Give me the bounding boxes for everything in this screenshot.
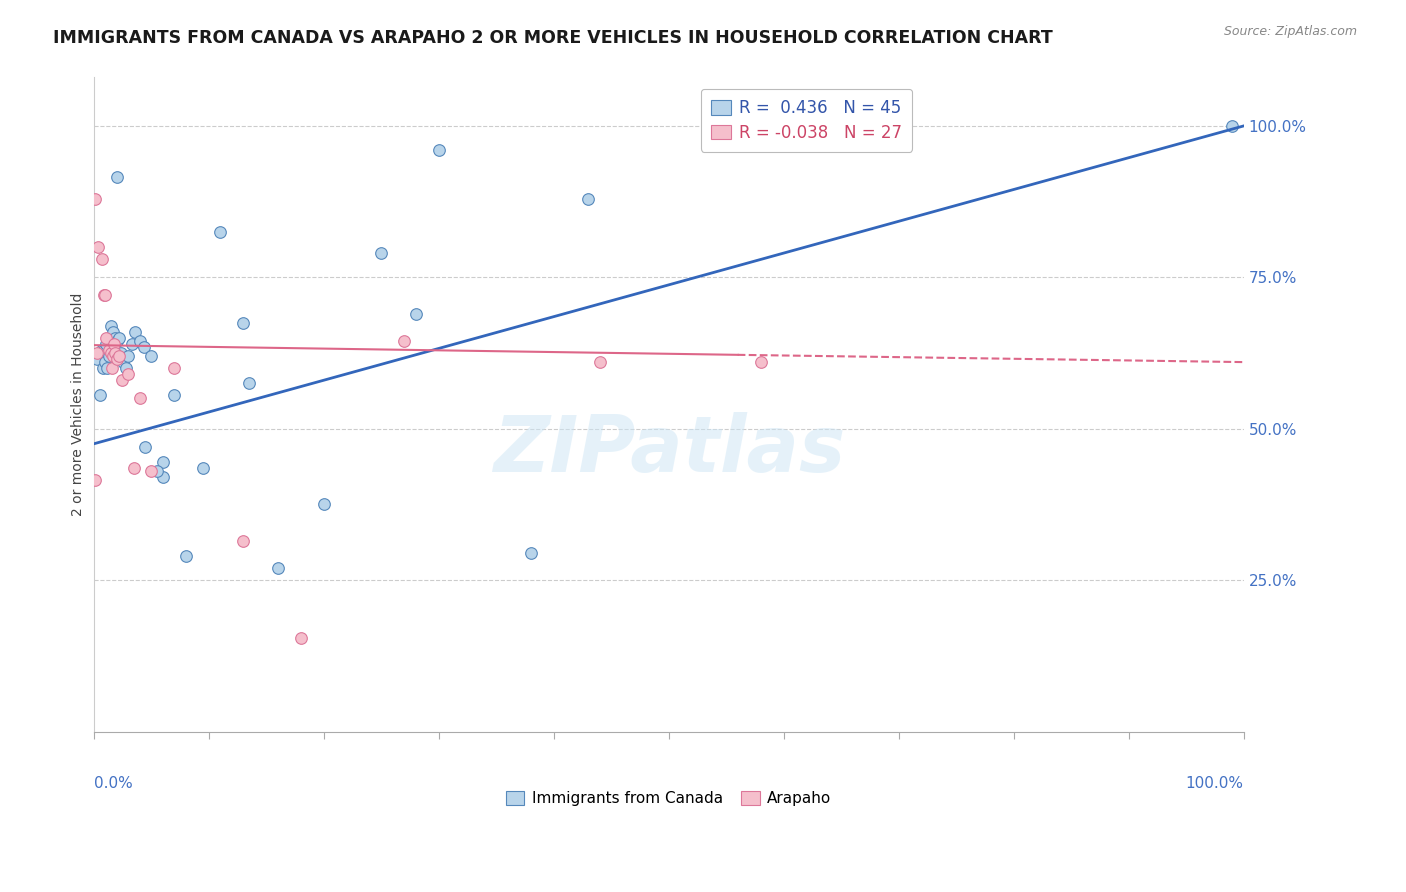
Point [749,355,772,369]
Point [94,355,117,369]
Point [101,349,124,363]
Text: IMMIGRANTS FROM CANADA VS ARAPAHO 2 OR MORE VEHICLES IN HOUSEHOLD CORRELATION CH: IMMIGRANTS FROM CANADA VS ARAPAHO 2 OR M… [53,29,1053,46]
Point [134,440,156,454]
Point [405,307,427,321]
Point [103,343,125,357]
Point [152,455,174,469]
Point [108,331,131,345]
Point [163,361,186,376]
Point [90,343,112,357]
Point [100,346,122,360]
Point [110,346,132,360]
Point [122,461,145,475]
Point [1220,119,1243,133]
Point [174,549,197,563]
Point [209,225,232,239]
Point [94,288,117,302]
Point [146,464,169,478]
Point [427,143,450,157]
Point [108,349,131,363]
Point [519,546,541,560]
Point [83,473,105,487]
Point [232,316,254,330]
Point [100,318,122,333]
Point [152,470,174,484]
Point [139,464,162,478]
Point [96,337,118,351]
Point [101,337,124,351]
Point [163,388,186,402]
Text: 100.0%: 100.0% [1185,776,1244,791]
Point [392,334,415,348]
Point [312,498,335,512]
Point [112,355,135,369]
Point [589,355,612,369]
Point [128,392,150,406]
Point [104,346,127,360]
Point [121,337,143,351]
Point [97,343,120,357]
Point [97,349,120,363]
Point [370,246,392,260]
Point [238,376,260,391]
Point [86,346,108,360]
Point [83,192,105,206]
Point [576,192,599,206]
Point [117,349,139,363]
Point [290,631,312,645]
Text: 0.0%: 0.0% [94,776,132,791]
Text: Source: ZipAtlas.com: Source: ZipAtlas.com [1223,25,1357,38]
Point [139,349,162,363]
Point [105,334,128,348]
Point [111,373,134,387]
Point [124,325,146,339]
Point [101,325,124,339]
Point [105,352,128,367]
Point [91,361,114,376]
Point [89,388,111,402]
Point [93,288,115,302]
Point [96,331,118,345]
Point [191,461,214,475]
Point [105,170,128,185]
Point [117,368,139,382]
Point [134,340,156,354]
Point [128,334,150,348]
Y-axis label: 2 or more Vehicles in Household: 2 or more Vehicles in Household [72,293,86,516]
Point [98,343,121,357]
Point [96,361,118,376]
Point [232,533,254,548]
Point [114,361,136,376]
Text: ZIPatlas: ZIPatlas [492,412,845,488]
Point [101,361,124,376]
Legend: Immigrants from Canada, Arapaho: Immigrants from Canada, Arapaho [499,785,838,813]
Point [93,343,115,357]
Point [103,337,125,351]
Point [104,331,127,345]
Point [266,561,288,575]
Point [86,352,108,367]
Point [90,252,112,267]
Point [87,240,110,254]
